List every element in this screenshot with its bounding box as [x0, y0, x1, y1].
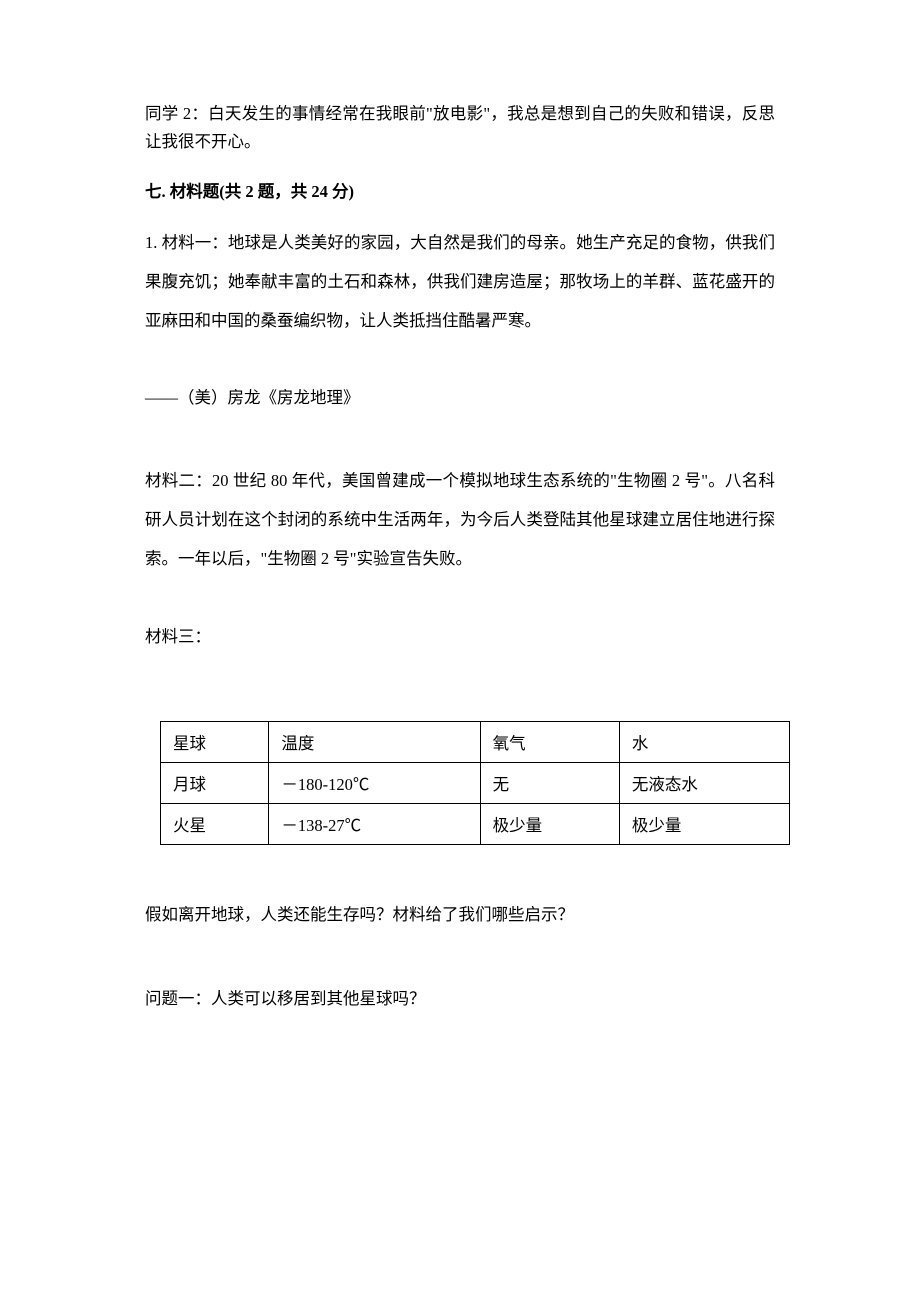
student-comment: 同学 2：白天发生的事情经常在我眼前"放电影"，我总是想到自己的失败和错误，反思… — [145, 100, 775, 156]
table-header-cell: 温度 — [269, 721, 480, 762]
question-one-block: 问题一：人类可以移居到其他星球吗？ — [145, 985, 775, 1013]
table-cell: 月球 — [161, 762, 269, 803]
table-cell: 无 — [480, 762, 619, 803]
question-intro-block: 假如离开地球，人类还能生存吗？材料给了我们哪些启示？ — [145, 901, 775, 929]
table-cell: 极少量 — [480, 803, 619, 844]
question-one: 问题一：人类可以移居到其他星球吗？ — [145, 985, 775, 1013]
table-row: 火星 －138-27℃ 极少量 极少量 — [161, 803, 790, 844]
section-header: 七. 材料题(共 2 题，共 24 分) — [145, 178, 775, 202]
table-row: 月球 －180-120℃ 无 无液态水 — [161, 762, 790, 803]
table-cell: －138-27℃ — [269, 803, 480, 844]
citation: ——（美）房龙《房龙地理》 — [145, 384, 775, 412]
table-cell: 火星 — [161, 803, 269, 844]
table-header-cell: 星球 — [161, 721, 269, 762]
table-row: 星球 温度 氧气 水 — [161, 721, 790, 762]
table-cell: 极少量 — [619, 803, 789, 844]
material-one-block: 1. 材料一：地球是人类美好的家园，大自然是我们的母亲。她生产充足的食物，供我们… — [145, 224, 775, 340]
question-intro: 假如离开地球，人类还能生存吗？材料给了我们哪些启示？ — [145, 901, 775, 929]
material-three-label: 材料三： — [145, 623, 775, 651]
table-header-cell: 氧气 — [480, 721, 619, 762]
planet-table: 星球 温度 氧气 水 月球 －180-120℃ 无 无液态水 火星 －138-2… — [160, 721, 790, 845]
table-cell: 无液态水 — [619, 762, 789, 803]
material-two-block: 材料二：20 世纪 80 年代，美国曾建成一个模拟地球生态系统的"生物圈 2 号… — [145, 462, 775, 578]
table-header-cell: 水 — [619, 721, 789, 762]
material-one-text: 1. 材料一：地球是人类美好的家园，大自然是我们的母亲。她生产充足的食物，供我们… — [145, 224, 775, 340]
table-cell: －180-120℃ — [269, 762, 480, 803]
material-two-text: 材料二：20 世纪 80 年代，美国曾建成一个模拟地球生态系统的"生物圈 2 号… — [145, 462, 775, 578]
